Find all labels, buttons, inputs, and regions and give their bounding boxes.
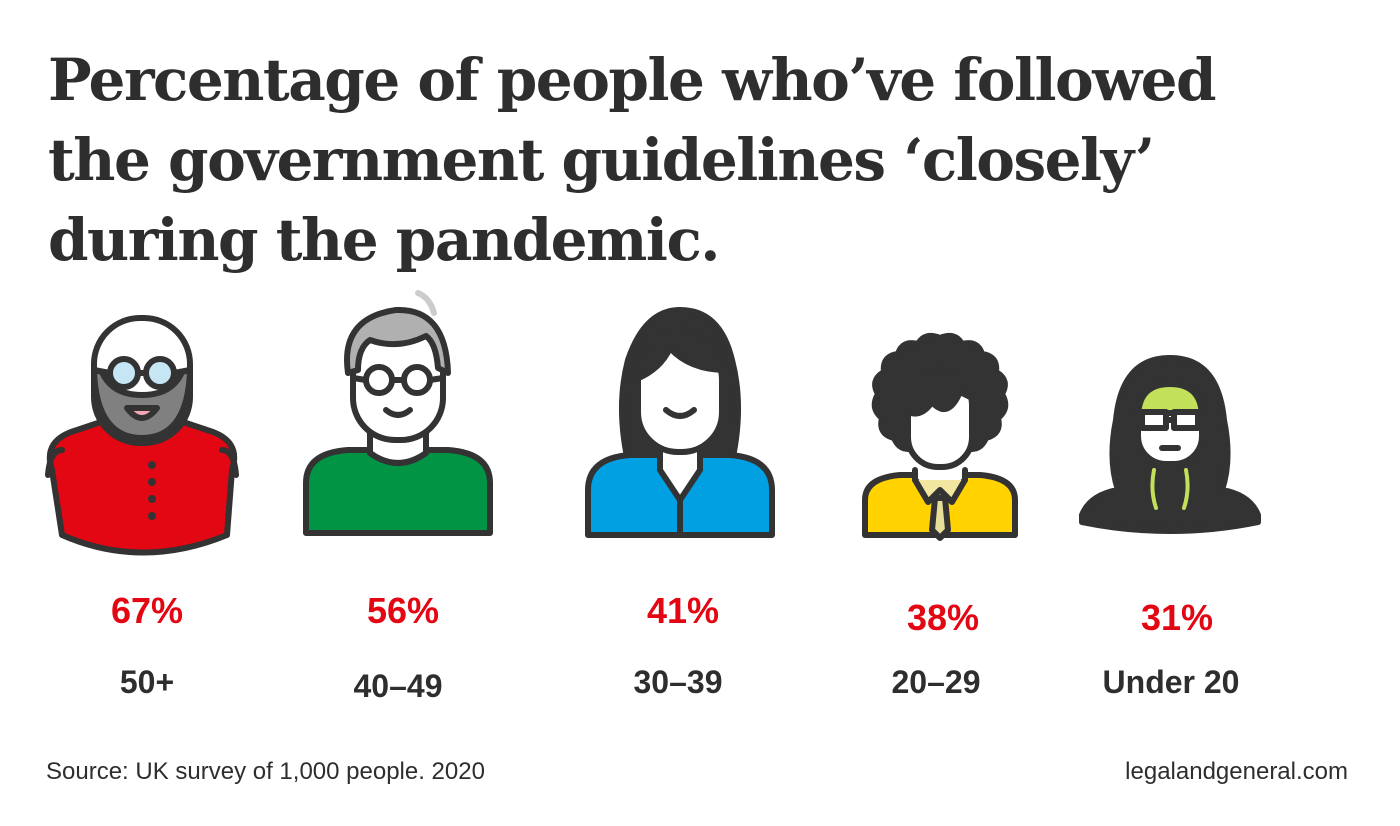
young-man-curly-hair-icon <box>820 330 1060 550</box>
source-note: Source: UK survey of 1,000 people. 2020 <box>46 758 485 785</box>
value-label: 41% <box>646 590 720 631</box>
category-label: 30–39 <box>633 664 723 700</box>
man-glasses-icon <box>278 288 518 538</box>
woman-icon <box>560 300 800 550</box>
value-label: 31% <box>1140 597 1214 638</box>
value-label: 56% <box>366 590 440 631</box>
category-label: 20–29 <box>891 664 981 700</box>
title-line: during the pandemic. <box>48 206 720 274</box>
value-label: 67% <box>110 590 184 631</box>
chart-title: Percentage of people who’ve followed the… <box>48 40 1348 280</box>
category-label: 50+ <box>119 664 175 700</box>
category-label: Under 20 <box>1102 664 1240 700</box>
title-line: the government guidelines ‘closely’ <box>48 126 1155 194</box>
category-label: 40–49 <box>353 668 443 704</box>
website-credit: legalandgeneral.com <box>1125 758 1348 785</box>
title-line: Percentage of people who’ve followed <box>48 46 1217 114</box>
older-man-bearded-icon <box>22 310 262 560</box>
value-label: 38% <box>906 597 980 638</box>
teen-hoodie-icon <box>1050 340 1290 540</box>
